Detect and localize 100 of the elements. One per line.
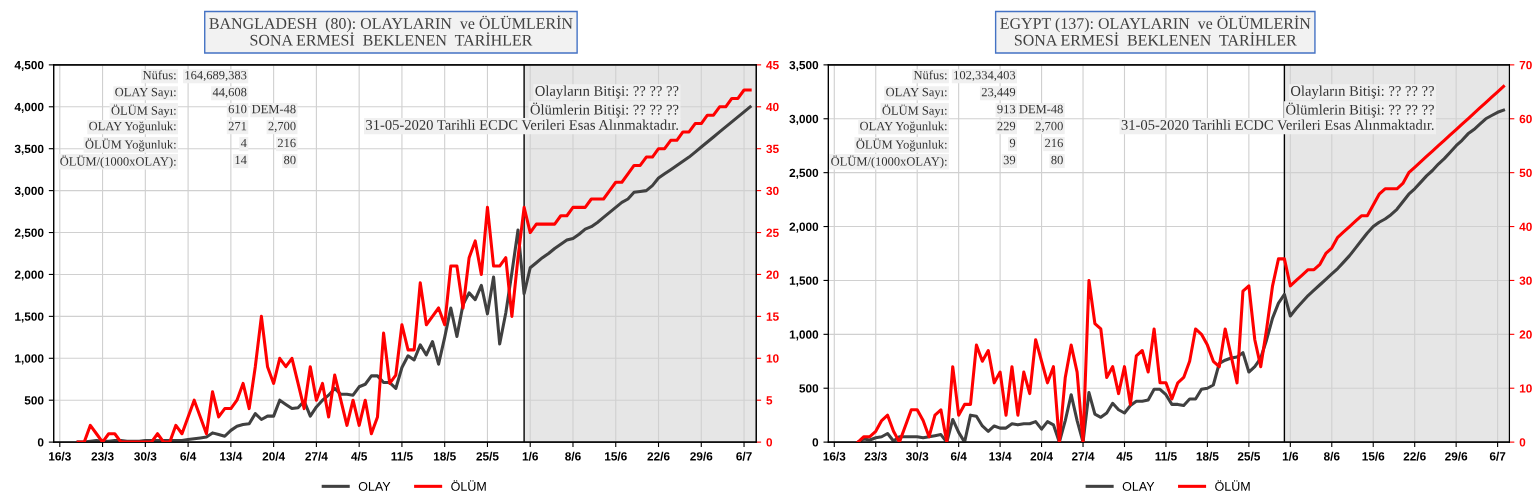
y-tick-label: 2,000 <box>789 222 819 233</box>
x-tick-label: 18/5 <box>433 451 456 461</box>
x-tick-label: 25/5 <box>1237 451 1261 461</box>
annotation: OLAY Yoğunluk: <box>89 121 176 133</box>
annotation: 23,449 <box>981 87 1016 99</box>
y-tick-label: 4,500 <box>14 60 44 71</box>
x-tick-label: 8/6 <box>565 451 581 461</box>
x-tick-label: 30/3 <box>134 451 157 461</box>
x-tick-label: 23/3 <box>864 451 887 461</box>
legend-label: OLAY <box>1122 481 1155 491</box>
y-tick-label: 1,000 <box>789 330 819 341</box>
annotation: ÖLÜM/(1000xOLAY): <box>60 155 176 169</box>
annotation: DEM-48 <box>252 104 296 114</box>
y-tick-label: 1,500 <box>15 312 44 323</box>
y-tick-label: 3,500 <box>14 144 44 155</box>
annotation: 216 <box>1045 138 1063 148</box>
annotation: OLAY Sayı: <box>886 87 947 99</box>
x-tick-label: 13/4 <box>989 451 1012 461</box>
x-tick-label: 13/4 <box>220 451 243 461</box>
chart-title: BANGLADESH (80): OLAYLARIN ve ÖLÜMLERİN SONA ERMESİ BEKLENEN TARİHLER <box>209 15 573 46</box>
x-tick-label: 4/5 <box>351 451 368 461</box>
y2-tick-label: 10 <box>1519 384 1532 393</box>
legend-label: OLAY <box>358 481 391 491</box>
x-tick-label: 16/3 <box>49 451 71 461</box>
annotation: 9 <box>1009 138 1016 148</box>
y2-tick-label: 20 <box>766 270 779 279</box>
x-tick-label: 29/6 <box>690 451 713 461</box>
x-tick-label: 22/6 <box>647 451 670 461</box>
annotation: 913 <box>997 104 1016 114</box>
y-tick-label: 2,500 <box>14 228 44 239</box>
x-tick-label: 22/6 <box>1403 451 1426 461</box>
x-tick-label: 20/4 <box>1030 451 1053 461</box>
y2-tick-label: 0 <box>766 438 773 447</box>
x-tick-label: 15/6 <box>1362 451 1385 461</box>
annotation: 80 <box>284 155 296 165</box>
x-tick-label: 16/3 <box>823 451 846 461</box>
x-tick-label: 4/5 <box>1116 451 1133 461</box>
annotation: 80 <box>1051 155 1063 165</box>
x-tick-label: 27/4 <box>305 451 328 461</box>
y-tick-label: 3,500 <box>789 60 819 71</box>
y2-tick-label: 30 <box>1519 276 1532 285</box>
annotation: ÖLÜM Sayı: <box>882 104 947 118</box>
y2-tick-label: 10 <box>766 354 779 363</box>
annotation: OLAY Yoğunluk: <box>860 121 947 133</box>
annotation: 2,700 <box>268 121 296 133</box>
annotation: 44,608 <box>212 87 247 99</box>
x-tick-label: 11/5 <box>391 451 413 461</box>
annotation: 39 <box>1003 155 1016 165</box>
annotation: Olayların Bitişi: ?? ?? ?? <box>1290 85 1434 99</box>
x-tick-label: 20/4 <box>262 451 286 461</box>
y2-tick-label: 0 <box>1519 438 1526 447</box>
y-tick-label: 4,000 <box>14 102 44 113</box>
annotation: ÖLÜM Yoğunluk: <box>856 138 947 152</box>
x-tick-label: 25/5 <box>476 451 499 461</box>
y-tick-label: 1,500 <box>789 276 819 287</box>
x-tick-label: 1/6 <box>522 451 538 461</box>
annotation: Olayların Bitişi: ?? ?? ?? <box>535 85 679 99</box>
y2-tick-label: 20 <box>1519 330 1532 339</box>
x-tick-label: 27/4 <box>1071 451 1095 461</box>
y-tick-label: 3,000 <box>14 186 44 197</box>
y2-tick-label: 40 <box>1519 222 1532 231</box>
annotation: 229 <box>997 121 1016 131</box>
y-tick-label: 0 <box>812 438 819 447</box>
y-tick-label: 2,000 <box>14 270 44 281</box>
chart-title: EGYPT (137): OLAYLARIN ve ÖLÜMLERİN SONA ERMESİ BEKLENEN TARİHLER <box>1000 15 1311 46</box>
annotation: 31-05-2020 Tarihli ECDC Verileri Esas Alınmaktadır. <box>1121 119 1434 130</box>
y2-tick-label: 25 <box>766 228 779 237</box>
x-tick-label: 11/5 <box>1155 451 1177 461</box>
y2-tick-label: 35 <box>766 144 779 154</box>
y2-tick-label: 40 <box>766 102 779 112</box>
legend-label: ÖLÜM <box>1215 480 1250 491</box>
y2-tick-label: 15 <box>766 312 779 321</box>
x-tick-label: 6/4 <box>950 451 967 461</box>
x-tick-label: 6/7 <box>736 451 752 461</box>
y-tick-label: 500 <box>24 396 44 405</box>
legend-label: ÖLÜM <box>451 480 486 491</box>
annotation: Nüfus: <box>142 70 176 80</box>
annotation: Ölümlerin Bitişi: ?? ?? ?? <box>530 102 679 118</box>
annotation: 14 <box>235 155 247 165</box>
y2-tick-label: 50 <box>1519 168 1532 178</box>
annotation: OLAY Sayı: <box>115 87 176 99</box>
y2-tick-label: 60 <box>1519 114 1532 124</box>
annotation: 31-05-2020 Tarihli ECDC Verileri Esas Alınmaktadır. <box>366 119 679 130</box>
x-tick-label: 18/5 <box>1196 451 1219 461</box>
x-tick-label: 8/6 <box>1323 451 1340 461</box>
x-tick-label: 23/3 <box>91 451 114 461</box>
x-tick-label: 30/3 <box>905 451 929 461</box>
y-tick-label: 1,000 <box>15 354 44 365</box>
y2-tick-label: 5 <box>766 396 773 405</box>
y-tick-label: 2,500 <box>789 168 819 179</box>
annotation: 610 <box>228 104 247 114</box>
x-tick-label: 6/7 <box>1489 451 1506 461</box>
annotation: ÖLÜM Sayı: <box>111 104 176 118</box>
annotation: 216 <box>277 138 296 148</box>
annotation: 4 <box>240 138 247 148</box>
x-tick-label: 29/6 <box>1445 451 1468 461</box>
y-tick-label: 0 <box>37 438 44 447</box>
y2-tick-label: 45 <box>766 61 779 70</box>
y2-tick-label: 70 <box>1519 60 1532 70</box>
annotation: DEM-48 <box>1019 104 1063 114</box>
